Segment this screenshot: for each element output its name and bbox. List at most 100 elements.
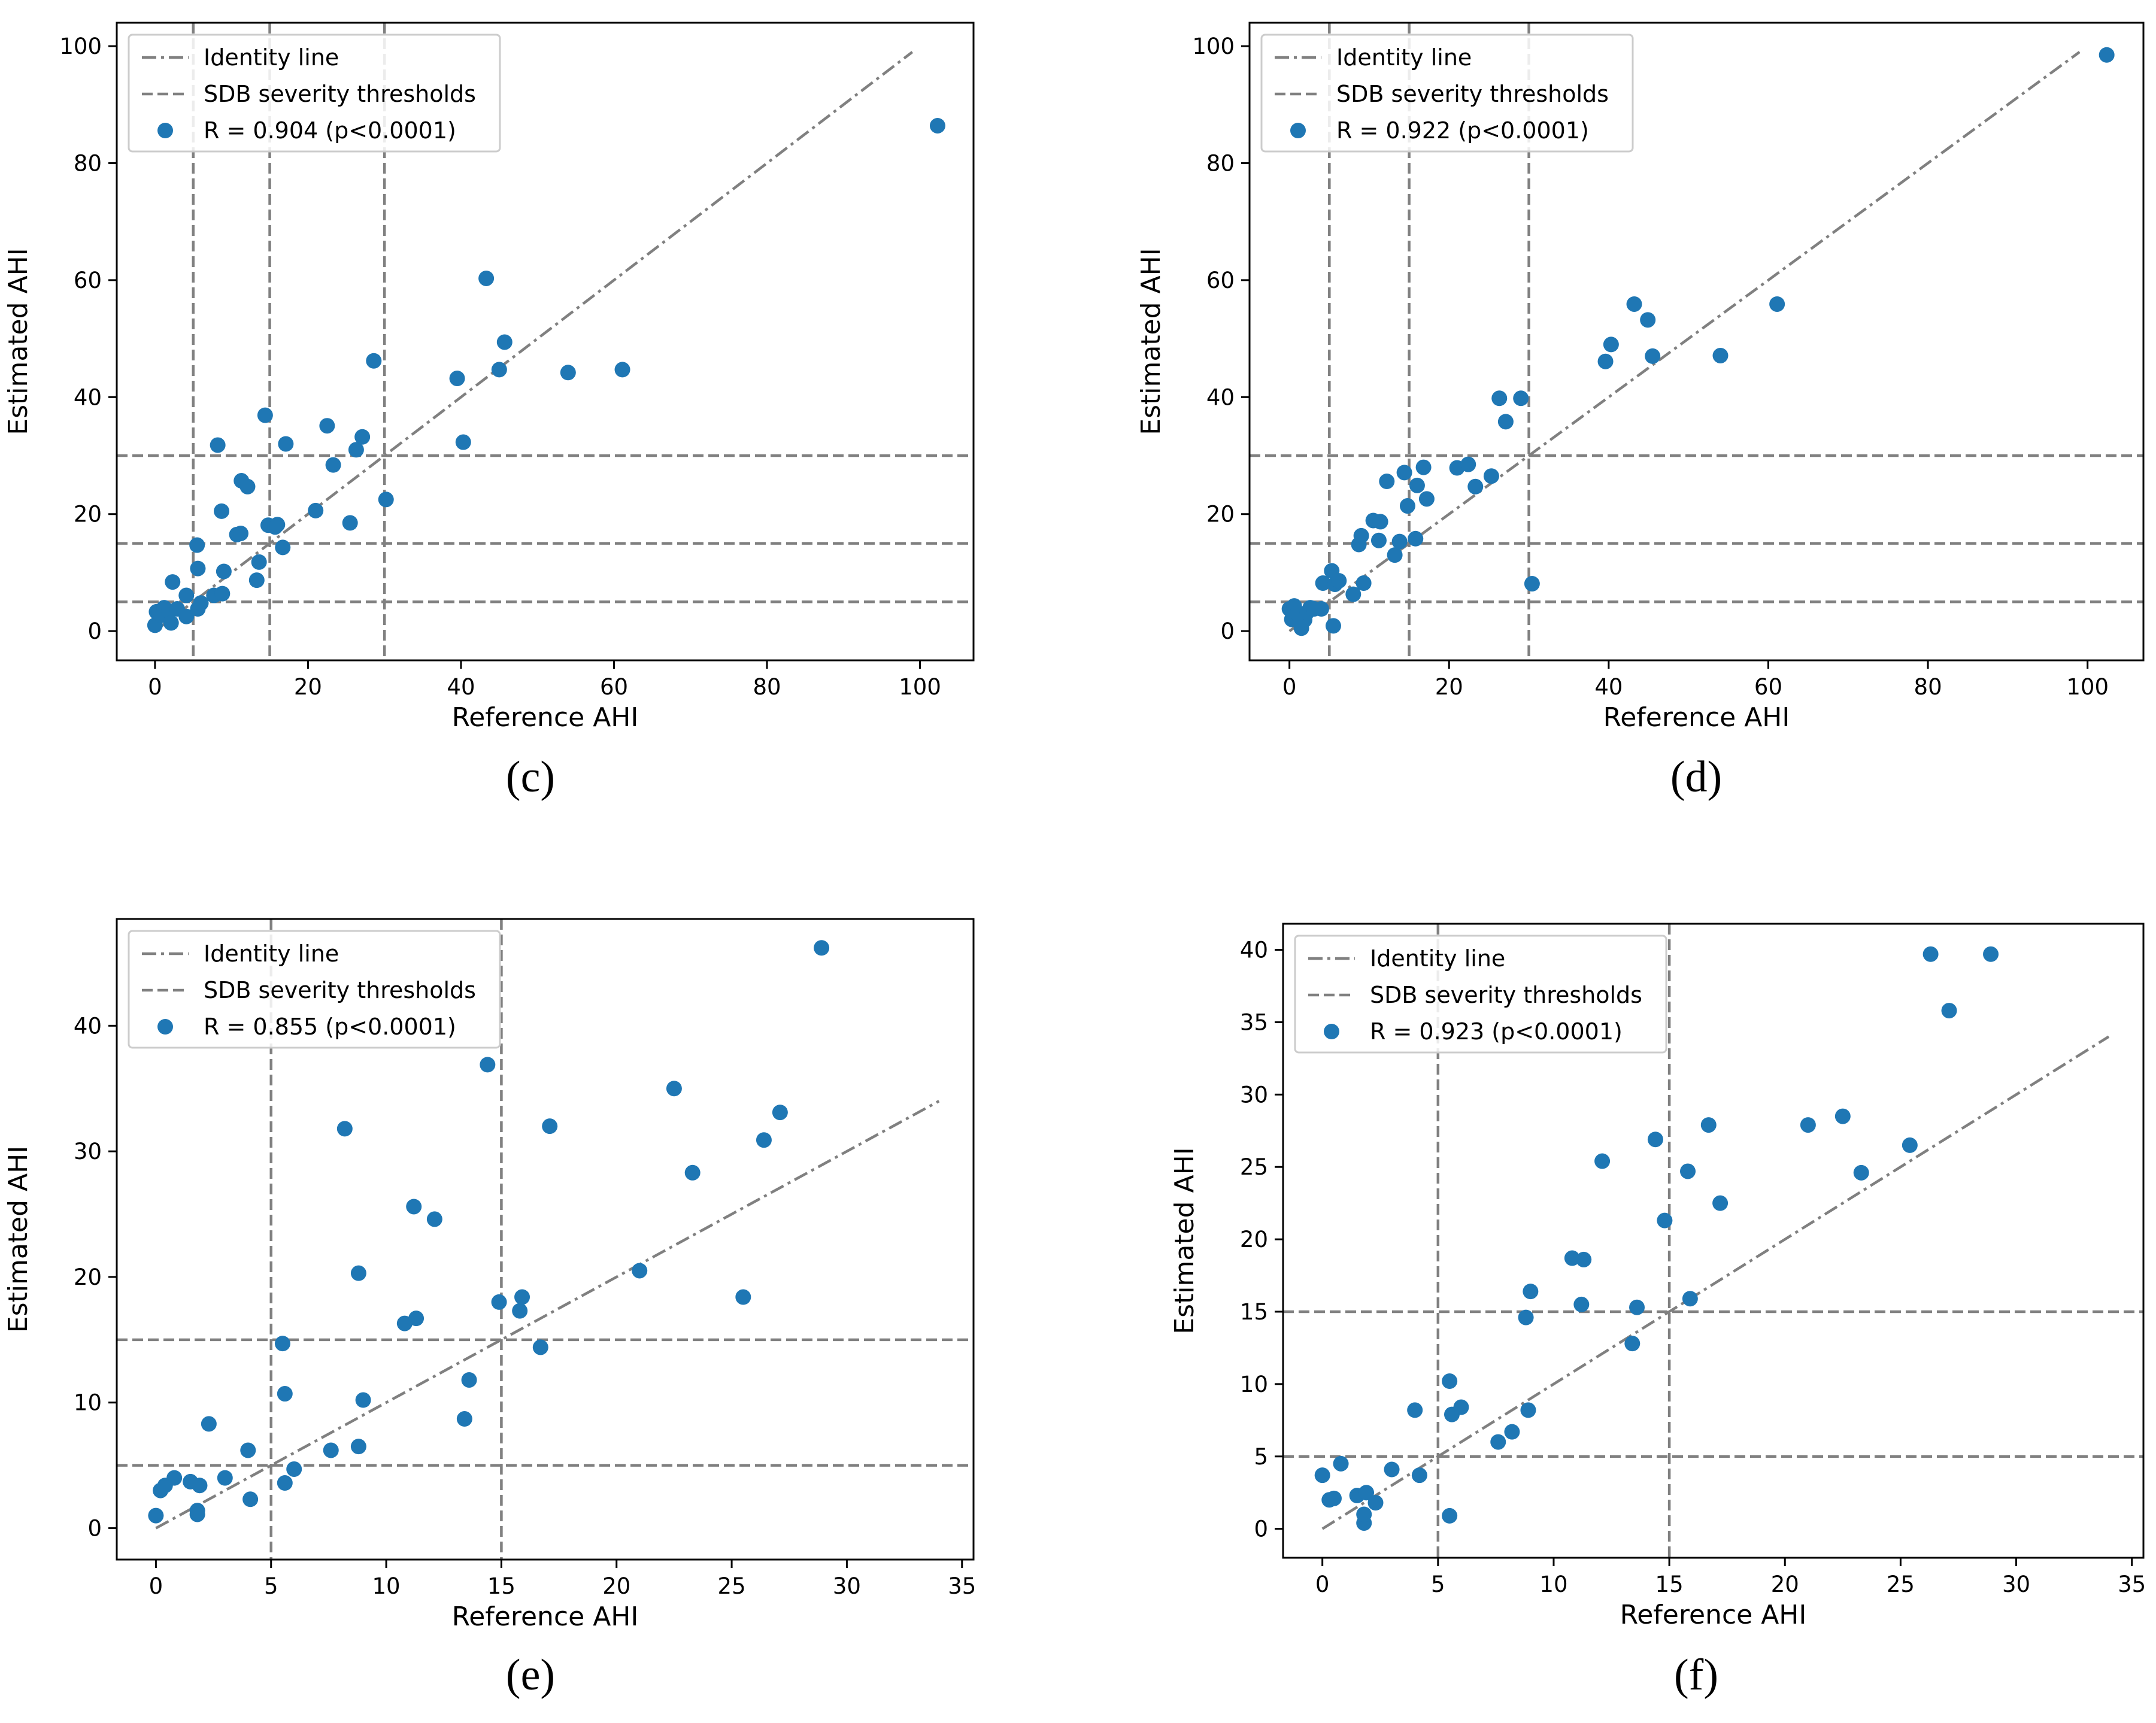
- data-point: [1391, 533, 1408, 550]
- legend-series-marker: [157, 123, 173, 138]
- x-tick-label: 0: [1282, 674, 1297, 700]
- y-tick-label: 0: [87, 618, 102, 644]
- x-tick-label: 20: [602, 1573, 630, 1599]
- data-point: [455, 434, 471, 450]
- x-tick-label: 100: [899, 674, 941, 700]
- y-tick-label: 0: [1220, 618, 1235, 644]
- x-tick-label: 25: [718, 1573, 746, 1599]
- data-point: [632, 1263, 648, 1279]
- data-point: [1597, 353, 1614, 369]
- data-point: [354, 429, 371, 445]
- y-tick-label: 30: [1240, 1082, 1268, 1108]
- data-point: [461, 1372, 477, 1388]
- x-tick-label: 60: [600, 674, 628, 700]
- y-tick-label: 35: [1240, 1009, 1268, 1035]
- data-point: [1396, 465, 1412, 481]
- data-point: [1504, 1424, 1520, 1440]
- y-tick-label: 100: [1192, 34, 1235, 59]
- data-point: [2099, 47, 2115, 63]
- data-point: [1645, 348, 1661, 364]
- data-point: [350, 1439, 366, 1455]
- data-point: [1314, 1467, 1330, 1484]
- data-point: [178, 608, 195, 624]
- data-point: [449, 371, 465, 387]
- data-point: [350, 1265, 366, 1281]
- chart-panel-2: 0 5 10 15 20 25 30 35 0 10 20 30 40 Reference AHI Esti…: [3, 918, 976, 1700]
- data-point: [148, 1507, 164, 1524]
- data-point: [491, 362, 507, 378]
- data-point: [214, 503, 230, 519]
- x-tick-label: 20: [1435, 674, 1463, 700]
- legend-box: [128, 930, 501, 1049]
- x-tick-label: 30: [833, 1573, 861, 1599]
- legend: Identity line SDB severity thresholds R = …: [1260, 34, 1634, 153]
- y-tick-label: 80: [1206, 150, 1235, 176]
- y-tick-label: 0: [87, 1516, 102, 1542]
- legend-label: SDB severity thresholds: [204, 977, 476, 1003]
- data-point: [232, 525, 248, 541]
- data-point: [480, 1057, 496, 1073]
- data-point: [178, 587, 195, 603]
- data-point: [532, 1339, 548, 1355]
- data-point: [1372, 514, 1388, 530]
- data-point: [1657, 1212, 1673, 1228]
- data-point: [278, 436, 294, 452]
- x-tick-label: 0: [148, 674, 162, 700]
- x-tick-label: 15: [1655, 1572, 1684, 1597]
- data-point: [814, 940, 830, 956]
- data-point: [1467, 478, 1484, 495]
- data-point: [1712, 347, 1729, 363]
- x-tick-label: 20: [294, 674, 322, 700]
- data-point: [666, 1081, 682, 1097]
- data-point: [1624, 1336, 1640, 1352]
- data-point: [1442, 1373, 1458, 1390]
- data-point: [336, 1121, 353, 1137]
- plot-area: [117, 23, 974, 660]
- data-point: [1834, 1108, 1851, 1124]
- axes-frame: [1248, 22, 2145, 662]
- y-tick-label: 60: [74, 268, 102, 293]
- legend-label: Identity line: [204, 941, 339, 967]
- data-point: [1418, 491, 1435, 507]
- y-tick-label: 100: [59, 34, 102, 59]
- identity-line: [155, 1100, 940, 1530]
- x-tick-label: 5: [1431, 1572, 1445, 1597]
- data-point: [251, 554, 267, 570]
- x-tick-label: 0: [149, 1573, 163, 1599]
- data-point: [277, 1475, 293, 1491]
- data-point: [1345, 586, 1361, 602]
- data-point: [1497, 414, 1514, 430]
- panel-label: (d): [1670, 753, 1722, 802]
- x-tick-label: 10: [372, 1573, 401, 1599]
- data-point: [1524, 576, 1540, 592]
- data-point: [1922, 946, 1939, 962]
- data-point: [496, 334, 513, 350]
- y-tick-label: 10: [1240, 1372, 1268, 1397]
- data-point: [1491, 390, 1508, 407]
- data-point: [542, 1118, 558, 1134]
- axes-frame: [116, 918, 975, 1561]
- data-point: [1411, 1467, 1427, 1484]
- legend-series-marker: [1290, 123, 1306, 138]
- data-point: [165, 574, 181, 590]
- y-tick-label: 60: [1206, 268, 1235, 293]
- data-point: [1356, 1506, 1372, 1522]
- panel-label: (c): [506, 753, 555, 802]
- data-point: [408, 1311, 424, 1327]
- data-point: [242, 1491, 259, 1507]
- data-point: [1453, 1399, 1469, 1415]
- identity-line: [154, 51, 914, 632]
- x-tick-label: 0: [1315, 1572, 1330, 1597]
- data-point: [1399, 498, 1415, 514]
- data-point: [1407, 1402, 1423, 1418]
- identity-line: [1321, 1035, 2110, 1530]
- data-point: [1326, 1490, 1342, 1506]
- data-point: [1483, 468, 1499, 484]
- data-point: [378, 492, 394, 508]
- data-point: [1408, 530, 1424, 547]
- data-point: [1902, 1137, 1918, 1153]
- legend-label: SDB severity thresholds: [204, 81, 476, 107]
- data-point: [1367, 1495, 1384, 1511]
- data-point: [257, 407, 273, 423]
- y-tick-label: 15: [1240, 1299, 1268, 1325]
